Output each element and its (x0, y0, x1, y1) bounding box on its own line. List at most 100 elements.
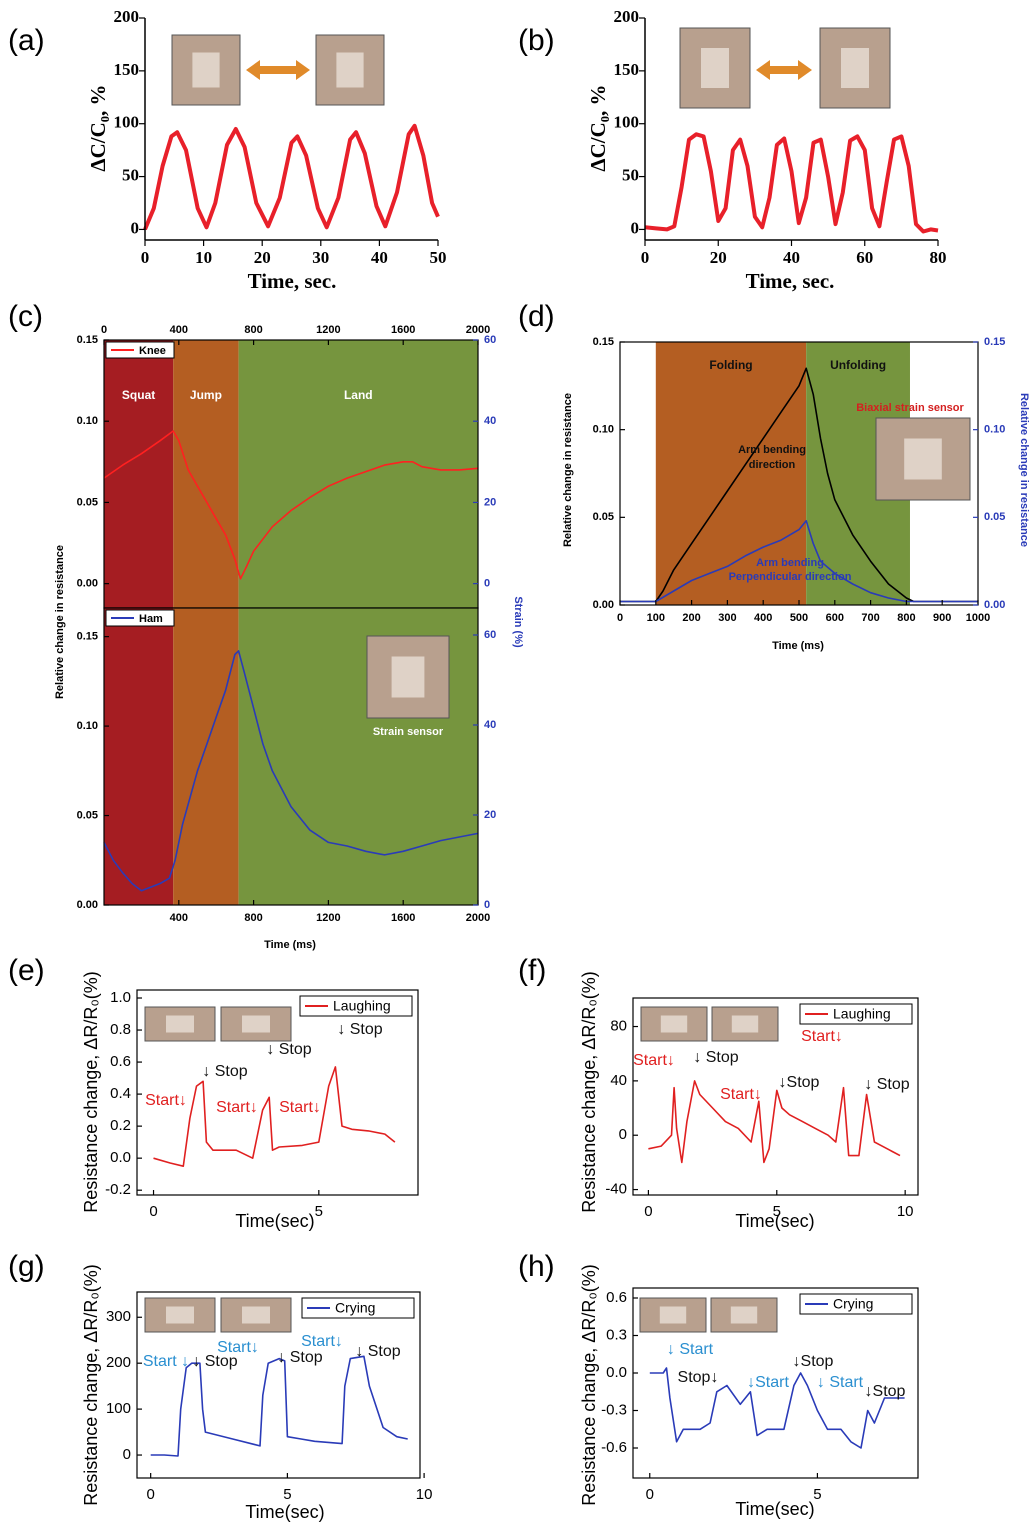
y-tick-label: -40 (605, 1181, 627, 1198)
inset-photo-detail (336, 53, 363, 88)
region-label: Unfolding (830, 358, 886, 372)
inset-photo-detail (392, 657, 425, 698)
x-axis-label: Time(sec) (735, 1211, 814, 1231)
x-tick-label: 900 (933, 612, 951, 624)
region (173, 340, 238, 608)
y-axis-label: Resistance change, ΔR/R₀(%) (81, 971, 101, 1213)
inset-photo-detail (192, 53, 219, 88)
y2-tick-label: 40 (484, 719, 496, 731)
y-tick-label: 0.10 (77, 415, 98, 427)
x-axis-label: Time, sec. (248, 269, 337, 293)
y-tick-label: 80 (610, 1017, 627, 1034)
inset-photo-detail (732, 1016, 758, 1033)
annotation: ↓ Stop (277, 1349, 322, 1366)
y-tick-label: 300 (106, 1308, 131, 1325)
x-tick-label: 0 (141, 248, 150, 267)
annotation: Perpendicular direction (729, 571, 852, 583)
region-label: Folding (709, 358, 752, 372)
y-tick-label: 0.05 (77, 496, 98, 508)
annotation: Start↓ (801, 1028, 843, 1045)
y-tick-label: 200 (614, 7, 640, 26)
panel-label: (g) (8, 1250, 45, 1283)
annotation: ↓ Stop (266, 1041, 311, 1058)
annotation: ↓ Stop (355, 1343, 400, 1360)
annotation: ↓Stop (865, 1383, 906, 1400)
x-axis-label: Time(sec) (735, 1499, 814, 1519)
legend-label: Laughing (833, 1006, 891, 1022)
legend-label: Laughing (333, 998, 391, 1014)
region (173, 608, 238, 905)
annotation: Arm bending (738, 444, 806, 456)
y2-tick-label: 60 (484, 334, 496, 346)
x-tick-label: 0 (617, 612, 623, 624)
x-tick-label: 2000 (466, 912, 490, 924)
x-tick-label: 0 (644, 1203, 652, 1220)
y-tick-label: 0 (619, 1126, 627, 1143)
x-tick-label: 1600 (391, 912, 415, 924)
inset-photo-detail (166, 1016, 194, 1033)
annotation: Biaxial strain sensor (856, 402, 964, 414)
y-tick-label: 0 (131, 218, 140, 237)
inset-photo-detail (661, 1016, 687, 1033)
inset-photo-detail (660, 1307, 686, 1324)
annotation: Strain sensor (373, 726, 444, 738)
x-tick-label: 20 (254, 248, 271, 267)
y-tick-label: 0.05 (593, 511, 614, 523)
y2-tick-label: 60 (484, 629, 496, 641)
x-tick-label: 10 (416, 1486, 433, 1503)
panel-label: (f) (518, 954, 546, 987)
x-tick-label: 0 (149, 1203, 157, 1220)
y2-axis-label: Strain (%) (512, 596, 524, 648)
y-tick-label: 150 (114, 60, 140, 79)
data-line (645, 134, 938, 231)
y-tick-label: 0.15 (593, 336, 614, 348)
x-tick-label: 5 (283, 1486, 291, 1503)
inset-photo-detail (242, 1016, 270, 1033)
x-tick-label: 40 (783, 248, 800, 267)
y-tick-label: 0.15 (77, 334, 98, 346)
x-tick-label: 5 (315, 1203, 323, 1220)
y2-tick-label: 0.00 (984, 599, 1005, 611)
annotation: Start↓ (301, 1333, 343, 1350)
x-axis-label: Time(sec) (245, 1502, 324, 1522)
annotation: Arm bending (756, 557, 824, 569)
annotation: ↓Start (747, 1374, 789, 1391)
annotation: ↓ Stop (864, 1076, 909, 1093)
annotation: ↓ Stop (202, 1063, 247, 1080)
x-tick-label: 60 (856, 248, 873, 267)
x-tick-label: 1200 (316, 912, 340, 924)
inset-arrow (246, 60, 310, 80)
region (104, 340, 173, 608)
y-tick-label: 0.3 (606, 1326, 627, 1343)
x-tick-label: 50 (430, 248, 447, 267)
y2-tick-label: 20 (484, 809, 496, 821)
y-tick-label: 100 (106, 1400, 131, 1417)
y-tick-label: 0.10 (77, 720, 98, 732)
y-axis-label: ΔC/C₀, % (86, 84, 110, 171)
y2-tick-label: 0.15 (984, 336, 1005, 348)
x-tick-label: 40 (371, 248, 388, 267)
data-line (145, 126, 438, 230)
annotation: Start↓ (217, 1339, 259, 1356)
region-label: Jump (190, 388, 222, 402)
y2-tick-label: 40 (484, 415, 496, 427)
y-tick-label: 0.00 (77, 899, 98, 911)
x-tick-label: 800 (897, 612, 915, 624)
x-tick-label: 30 (312, 248, 329, 267)
inset-photo-detail (242, 1307, 270, 1324)
y-tick-label: 0.0 (606, 1364, 627, 1381)
y-tick-label: 0.8 (110, 1021, 131, 1038)
annotation: ↓ Start (667, 1341, 714, 1358)
x-tick-label: 20 (710, 248, 727, 267)
panel-label: (h) (518, 1250, 555, 1283)
y-tick-label: 0.05 (77, 809, 98, 821)
annotation: ↓ Stop (693, 1049, 738, 1066)
inset-photo-detail (904, 439, 942, 480)
x-axis-label: Time (ms) (772, 640, 824, 652)
y-tick-label: 0.6 (606, 1289, 627, 1306)
inset-photo-detail (166, 1307, 194, 1324)
y-tick-label: 50 (622, 165, 639, 184)
region-label: Squat (122, 388, 155, 402)
y-tick-label: 0 (123, 1446, 131, 1463)
x-tick-label: 400 (170, 324, 188, 336)
